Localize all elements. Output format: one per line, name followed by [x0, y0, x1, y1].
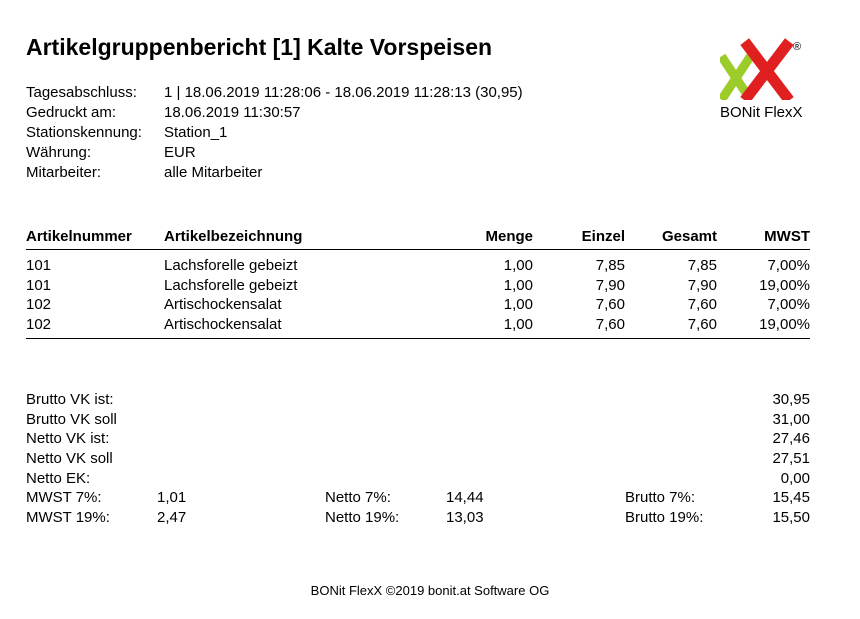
cell-artikelnummer: 101: [26, 277, 52, 294]
cell-mwst: 19,00%: [759, 316, 810, 333]
cell-gesamt: 7,90: [687, 277, 717, 294]
summary-value-brutto-vk-soll: 31,00: [772, 411, 810, 428]
cell-artikelbezeichnung: Lachsforelle gebeizt: [164, 257, 298, 274]
table-footer-rule: [26, 338, 810, 339]
logo-brand-name: BONit FlexX: [720, 104, 803, 121]
summary-value-netto-vk-soll: 27,51: [772, 450, 810, 467]
cell-gesamt: 7,60: [687, 296, 717, 313]
cell-mwst: 19,00%: [759, 277, 810, 294]
cell-gesamt: 7,85: [687, 257, 717, 274]
cell-menge: 1,00: [503, 316, 533, 333]
cell-artikelbezeichnung: Lachsforelle gebeizt: [164, 277, 298, 294]
tax-value-brutto-7: 15,45: [772, 489, 810, 506]
svg-text:®: ®: [793, 41, 801, 53]
summary-label-netto-vk-soll: Netto VK soll: [26, 450, 113, 467]
summary-label-netto-ek: Netto EK:: [26, 470, 91, 487]
col-header-einzel: Einzel: [581, 228, 625, 245]
meta-label-mitarbeiter: Mitarbeiter:: [26, 164, 102, 181]
cell-artikelnummer: 102: [26, 316, 52, 333]
tax-label-brutto-19: Brutto 19%:: [625, 509, 704, 526]
col-header-artikelbezeichnung: Artikelbezeichnung: [164, 228, 303, 245]
col-header-menge: Menge: [485, 228, 533, 245]
cell-mwst: 7,00%: [767, 257, 810, 274]
col-header-gesamt: Gesamt: [661, 228, 717, 245]
tax-value-netto-7: 14,44: [446, 489, 484, 506]
meta-label-station: Stationskennung:: [26, 124, 142, 141]
col-header-mwst: MWST: [764, 228, 810, 245]
cell-gesamt: 7,60: [687, 316, 717, 333]
cell-menge: 1,00: [503, 277, 533, 294]
tax-value-netto-19: 13,03: [446, 509, 484, 526]
tax-label-netto-19: Netto 19%:: [325, 509, 400, 526]
cell-artikelbezeichnung: Artischockensalat: [164, 296, 282, 313]
report-footer: BONit FlexX ©2019 bonit.at Software OG: [310, 583, 550, 598]
report-title: Artikelgruppenbericht [1] Kalte Vorspeis…: [26, 34, 493, 60]
meta-label-waehrung: Währung:: [26, 144, 92, 161]
meta-value-tagesabschluss: 1 | 18.06.2019 11:28:06 - 18.06.2019 11:…: [164, 84, 523, 101]
bonit-logo: ®: [717, 38, 812, 122]
cell-einzel: 7,60: [595, 316, 625, 333]
tax-label-mwst-7: MWST 7%:: [26, 489, 102, 506]
cell-einzel: 7,60: [595, 296, 625, 313]
tax-value-brutto-19: 15,50: [772, 509, 810, 526]
summary-value-brutto-vk-ist: 30,95: [772, 391, 810, 408]
summary-value-netto-ek: 0,00: [780, 470, 810, 487]
cell-einzel: 7,85: [595, 257, 625, 274]
cell-menge: 1,00: [503, 257, 533, 274]
tax-label-netto-7: Netto 7%:: [325, 489, 391, 506]
meta-value-gedruckt: 18.06.2019 11:30:57: [164, 104, 301, 121]
cell-artikelbezeichnung: Artischockensalat: [164, 316, 282, 333]
cell-menge: 1,00: [503, 296, 533, 313]
cell-artikelnummer: 102: [26, 296, 52, 313]
meta-label-tagesabschluss: Tagesabschluss:: [26, 84, 137, 101]
cell-einzel: 7,90: [595, 277, 625, 294]
tax-label-brutto-7: Brutto 7%:: [625, 489, 696, 506]
meta-label-gedruckt: Gedruckt am:: [26, 104, 117, 121]
meta-value-mitarbeiter: alle Mitarbeiter: [164, 164, 263, 181]
meta-value-waehrung: EUR: [164, 144, 196, 161]
summary-label-brutto-vk-ist: Brutto VK ist:: [26, 391, 114, 408]
col-header-artikelnummer: Artikelnummer: [26, 228, 132, 245]
summary-label-netto-vk-ist: Netto VK ist:: [26, 430, 110, 447]
summary-label-brutto-vk-soll: Brutto VK soll: [26, 411, 117, 428]
flexx-logo-icon: ®: [717, 38, 801, 104]
meta-value-station: Station_1: [164, 124, 228, 141]
table-header-rule: [26, 249, 810, 250]
cell-mwst: 7,00%: [767, 296, 810, 313]
summary-value-netto-vk-ist: 27,46: [772, 430, 810, 447]
tax-label-mwst-19: MWST 19%:: [26, 509, 110, 526]
tax-value-mwst-19: 2,47: [157, 509, 187, 526]
tax-value-mwst-7: 1,01: [157, 489, 187, 506]
cell-artikelnummer: 101: [26, 257, 52, 274]
